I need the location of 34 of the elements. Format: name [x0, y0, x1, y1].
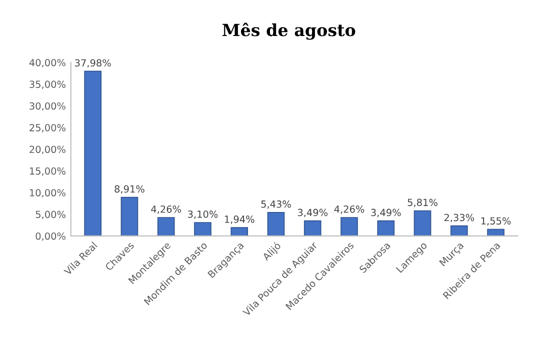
- y-tick-label: 40,00%: [29, 58, 66, 68]
- data-label: 8,91%: [114, 185, 144, 194]
- data-label: 5,81%: [408, 198, 438, 208]
- data-label: 2,33%: [444, 214, 474, 222]
- bar: [487, 228, 504, 236]
- bar: [157, 217, 175, 236]
- data-label: 4,26%: [151, 205, 181, 214]
- y-tick-label: 30,00%: [30, 102, 66, 111]
- y-tick-label: 5,00%: [36, 210, 66, 220]
- bar: [120, 196, 138, 236]
- y-tick-label: 10,00%: [30, 189, 66, 198]
- y-tick-label: 0,00%: [36, 232, 66, 241]
- bar: [304, 220, 322, 236]
- y-tick-label: 15,00%: [30, 167, 66, 176]
- data-label: 3,10%: [188, 210, 218, 219]
- data-label: 37,98%: [75, 59, 111, 68]
- bar: [340, 217, 358, 236]
- data-label: 3,49%: [298, 208, 328, 218]
- bar: [230, 227, 248, 236]
- data-label: 5,43%: [261, 200, 291, 209]
- data-label: 4,26%: [334, 205, 364, 214]
- bar: [414, 210, 432, 236]
- bar: [194, 222, 212, 236]
- bar: [377, 220, 395, 236]
- data-label: 1,55%: [481, 217, 511, 226]
- data-label: 1,94%: [224, 216, 254, 224]
- bar: [267, 212, 285, 236]
- y-tick-label: 35,00%: [30, 80, 66, 89]
- y-tick-label: 20,00%: [30, 146, 66, 154]
- data-label: 3,49%: [371, 208, 401, 218]
- bar: [450, 225, 468, 236]
- y-tick-label: 25,00%: [30, 124, 66, 132]
- bar: [84, 70, 102, 236]
- chart-title: Mês de agosto: [222, 22, 356, 40]
